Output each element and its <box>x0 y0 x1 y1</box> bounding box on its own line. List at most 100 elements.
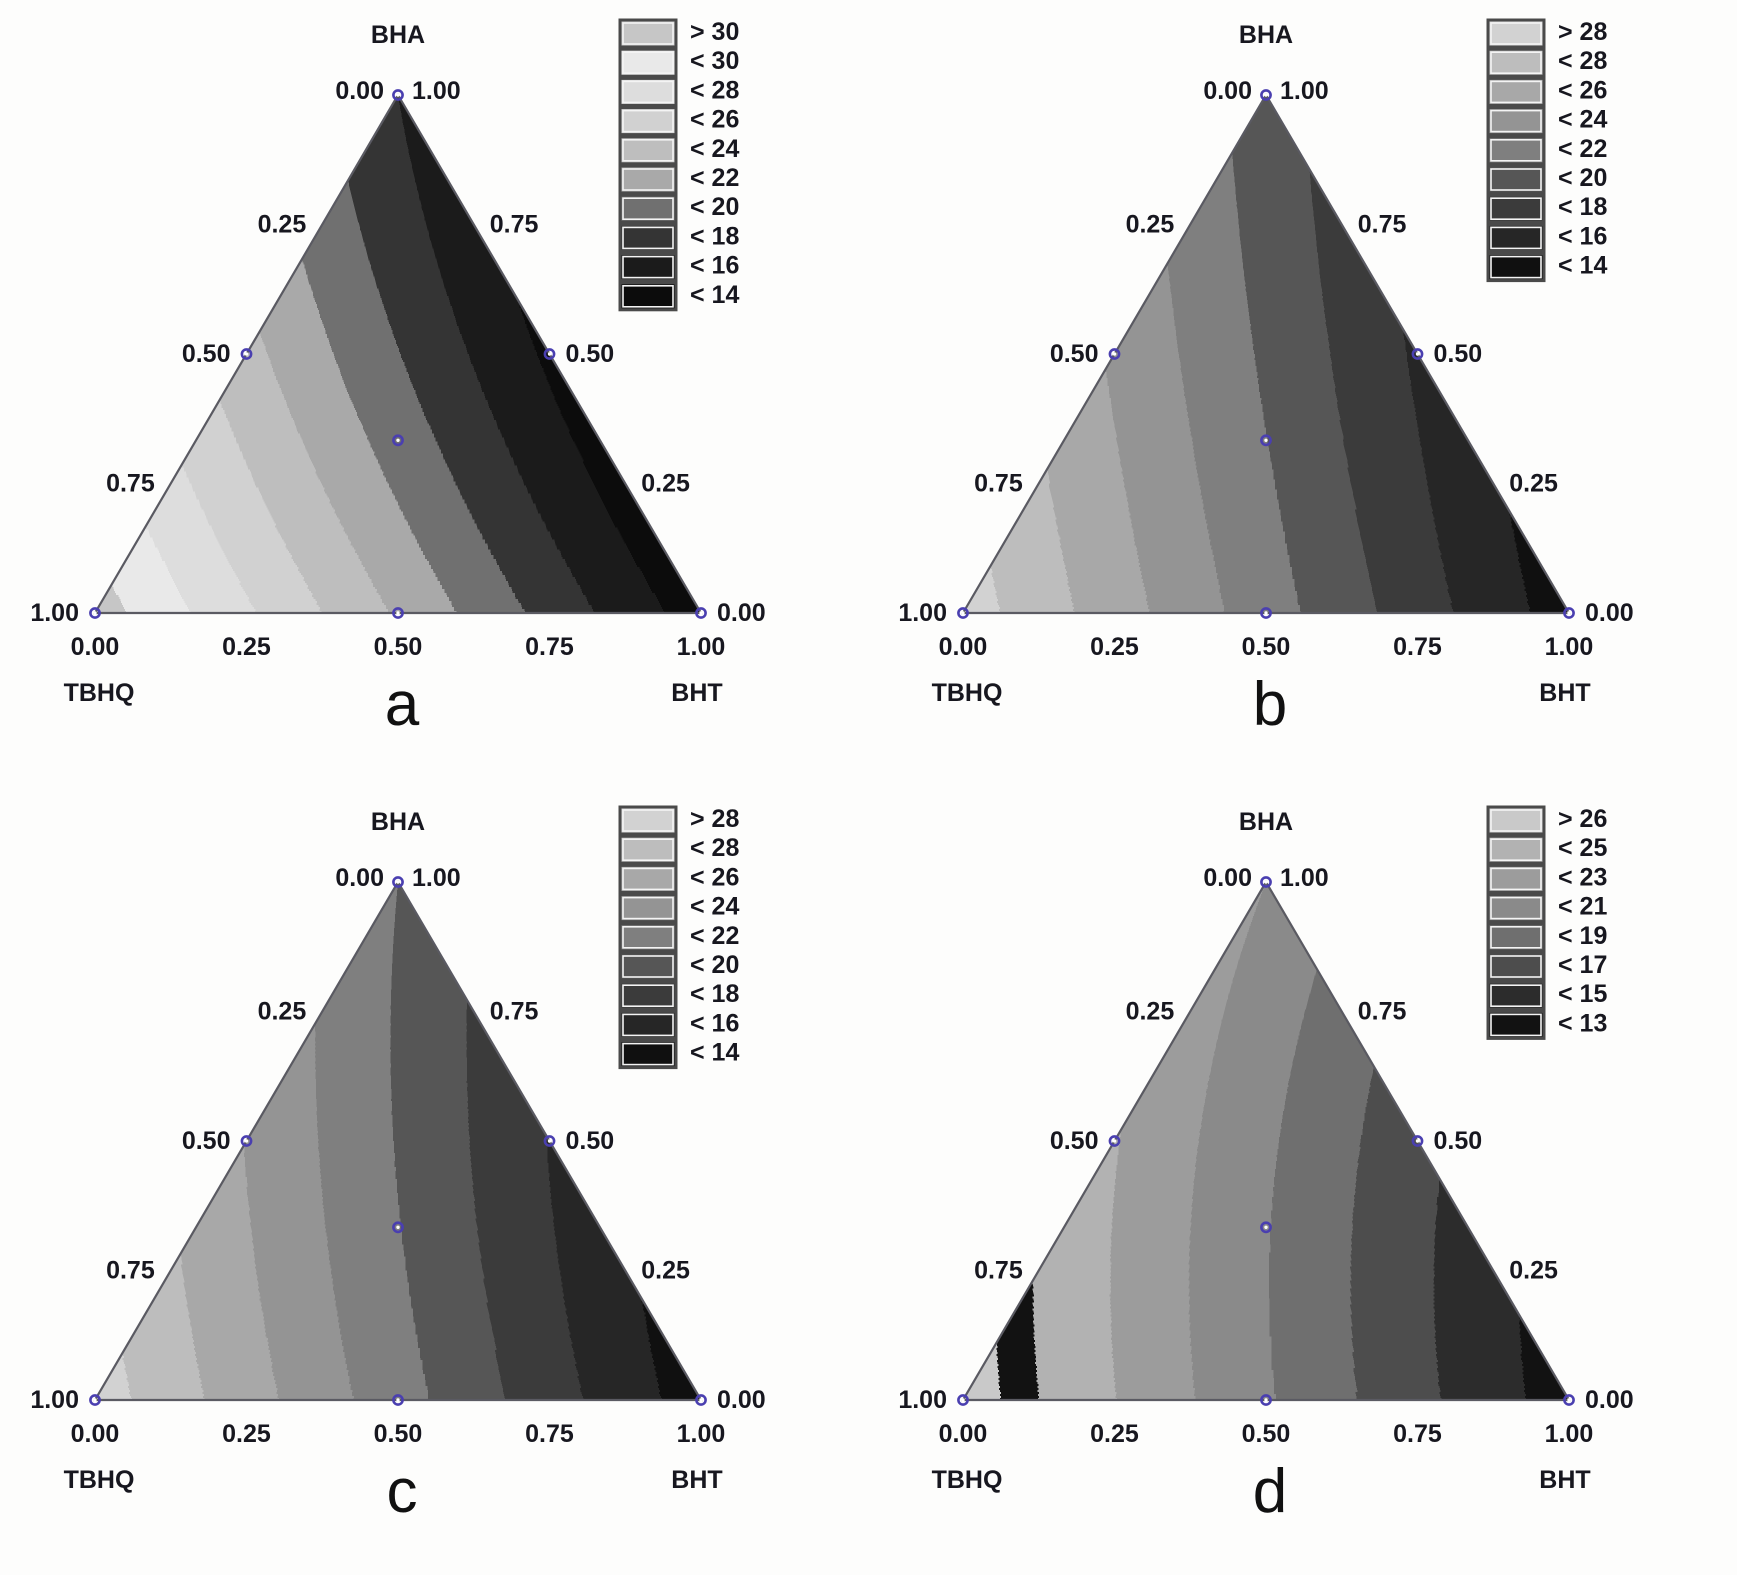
left-axis-tick-0: 0.25 <box>1126 998 1175 1026</box>
legend-swatch-4 <box>1486 922 1546 953</box>
bottom-axis-tick-0: 0.00 <box>71 633 120 661</box>
legend-label-9: < 14 <box>690 281 739 309</box>
bottom-axis-tick-4: 1.00 <box>677 633 726 661</box>
apex-tick-left: 0.00 <box>335 864 384 892</box>
design-point-apex-BHA <box>1260 876 1272 888</box>
vertex-label-tbhq: TBHQ <box>64 1466 135 1494</box>
right-axis-tick-3: 0.00 <box>1585 1386 1634 1414</box>
bottom-axis-tick-3: 0.75 <box>525 1420 574 1448</box>
bottom-axis-tick-0: 0.00 <box>939 633 988 661</box>
left-axis-tick-0: 0.25 <box>258 211 307 239</box>
panel-d: BHA 0.00 1.00 0.25 0.50 0.75 1.00 0.75 0.50 0.25 0… <box>868 787 1736 1574</box>
legend-swatch-7 <box>1486 1009 1546 1040</box>
right-axis-tick-2: 0.25 <box>1509 1257 1558 1285</box>
legend-swatch-1 <box>618 47 678 78</box>
legend-swatch-1 <box>1486 47 1546 78</box>
legend-label-0: > 28 <box>690 805 739 833</box>
legend-swatch-4 <box>1486 135 1546 166</box>
legend-swatch-9 <box>618 281 678 312</box>
right-axis-tick-1: 0.50 <box>1434 1127 1483 1155</box>
legend-label-8: < 14 <box>690 1039 739 1067</box>
apex-tick-right: 1.00 <box>412 77 461 105</box>
legend-label-7: < 16 <box>1558 222 1607 250</box>
bottom-axis-tick-2: 0.50 <box>1242 633 1291 661</box>
legend-label-4: < 22 <box>690 922 739 950</box>
panel-letter-a: a <box>385 670 420 739</box>
right-axis-tick-1: 0.50 <box>566 340 615 368</box>
legend-swatch-8 <box>618 252 678 283</box>
legend-swatch-3 <box>618 893 678 924</box>
legend-b: > 28< 28< 26< 24< 22< 20< 18< 16< 14 <box>1486 18 1607 283</box>
legend-label-7: < 18 <box>690 222 739 250</box>
design-point-centroid <box>1260 434 1272 447</box>
legend-swatch-6 <box>618 980 678 1011</box>
left-axis-tick-0: 0.25 <box>258 998 307 1026</box>
bottom-axis-tick-4: 1.00 <box>1545 633 1594 661</box>
legend-swatch-2 <box>1486 863 1546 894</box>
legend-swatch-8 <box>618 1039 678 1070</box>
apex-tick-right: 1.00 <box>1280 864 1329 892</box>
legend-label-0: > 26 <box>1558 805 1607 833</box>
design-point-left-vertex-TBHQ <box>957 1394 969 1406</box>
legend-swatch-3 <box>1486 893 1546 924</box>
left-axis-tick-2: 0.75 <box>106 1257 155 1285</box>
design-point-edge-left-mid <box>240 1135 253 1147</box>
right-axis-tick-0: 0.75 <box>1358 211 1407 239</box>
design-point-centroid <box>392 434 404 447</box>
design-point-edge-left-mid <box>1108 348 1121 360</box>
legend-d: > 26< 25< 23< 21< 19< 17< 15< 13 <box>1486 805 1607 1040</box>
design-point-left-vertex-TBHQ <box>89 1394 101 1406</box>
design-point-apex-BHA <box>392 876 404 888</box>
legend-label-1: < 25 <box>1558 834 1607 862</box>
design-point-centroid <box>392 1221 404 1234</box>
legend-label-3: < 21 <box>1558 893 1607 921</box>
legend-label-2: < 23 <box>1558 863 1607 891</box>
legend-label-2: < 28 <box>690 76 739 104</box>
legend-swatch-5 <box>1486 951 1546 982</box>
legend-a: > 30< 30< 28< 26< 24< 22< 20< 18< 16< 14 <box>618 18 739 312</box>
legend-label-1: < 28 <box>1558 47 1607 75</box>
apex-tick-left: 0.00 <box>1203 864 1252 892</box>
legend-label-6: < 18 <box>690 980 739 1008</box>
bottom-axis-tick-2: 0.50 <box>374 1420 423 1448</box>
panel-a: BHA 0.00 1.00 0.25 0.50 0.75 1.00 0.75 0.50 0.25 0… <box>0 0 868 787</box>
bottom-axis-tick-4: 1.00 <box>677 1420 726 1448</box>
design-point-right-vertex-BHT <box>695 607 707 619</box>
design-point-centroid <box>1260 1221 1272 1234</box>
legend-label-3: < 24 <box>1558 106 1607 134</box>
legend-swatch-0 <box>618 18 678 49</box>
legend-label-3: < 26 <box>690 106 739 134</box>
bottom-axis-tick-1: 0.25 <box>1090 633 1139 661</box>
apex-tick-left: 0.00 <box>1203 77 1252 105</box>
left-axis-tick-1: 0.50 <box>182 340 231 368</box>
legend-label-7: < 13 <box>1558 1009 1607 1037</box>
right-axis-tick-3: 0.00 <box>717 599 766 627</box>
design-point-edge-bottom-mid <box>392 607 404 619</box>
ternary-plot-d: BHA 0.00 1.00 0.25 0.50 0.75 1.00 0.75 0.50 0.25 0… <box>898 805 1634 1526</box>
legend-label-4: < 19 <box>1558 922 1607 950</box>
left-axis-tick-2: 0.75 <box>974 1257 1023 1285</box>
legend-swatch-7 <box>1486 222 1546 253</box>
vertex-label-bha: BHA <box>1239 808 1293 836</box>
legend-label-1: < 30 <box>690 47 739 75</box>
design-point-edge-right-mid <box>1411 1135 1424 1147</box>
design-point-left-vertex-TBHQ <box>957 607 969 619</box>
legend-label-6: < 18 <box>1558 193 1607 221</box>
left-axis-tick-2: 0.75 <box>974 470 1023 498</box>
left-axis-tick-2: 0.75 <box>106 470 155 498</box>
panel-letter-d: d <box>1253 1457 1287 1526</box>
design-points <box>957 89 1575 619</box>
legend-label-5: < 17 <box>1558 951 1607 979</box>
bottom-axis-tick-1: 0.25 <box>222 1420 271 1448</box>
design-points <box>957 876 1575 1406</box>
legend-swatch-4 <box>618 922 678 953</box>
ternary-plot-c: BHA 0.00 1.00 0.25 0.50 0.75 1.00 0.75 0.50 0.25 0… <box>30 805 765 1526</box>
legend-label-2: < 26 <box>690 863 739 891</box>
legend-swatch-6 <box>1486 193 1546 224</box>
legend-swatch-2 <box>1486 76 1546 107</box>
legend-swatch-3 <box>618 106 678 137</box>
panel-letter-b: b <box>1253 670 1287 739</box>
legend-swatch-6 <box>618 193 678 224</box>
vertex-label-tbhq: TBHQ <box>932 1466 1003 1494</box>
